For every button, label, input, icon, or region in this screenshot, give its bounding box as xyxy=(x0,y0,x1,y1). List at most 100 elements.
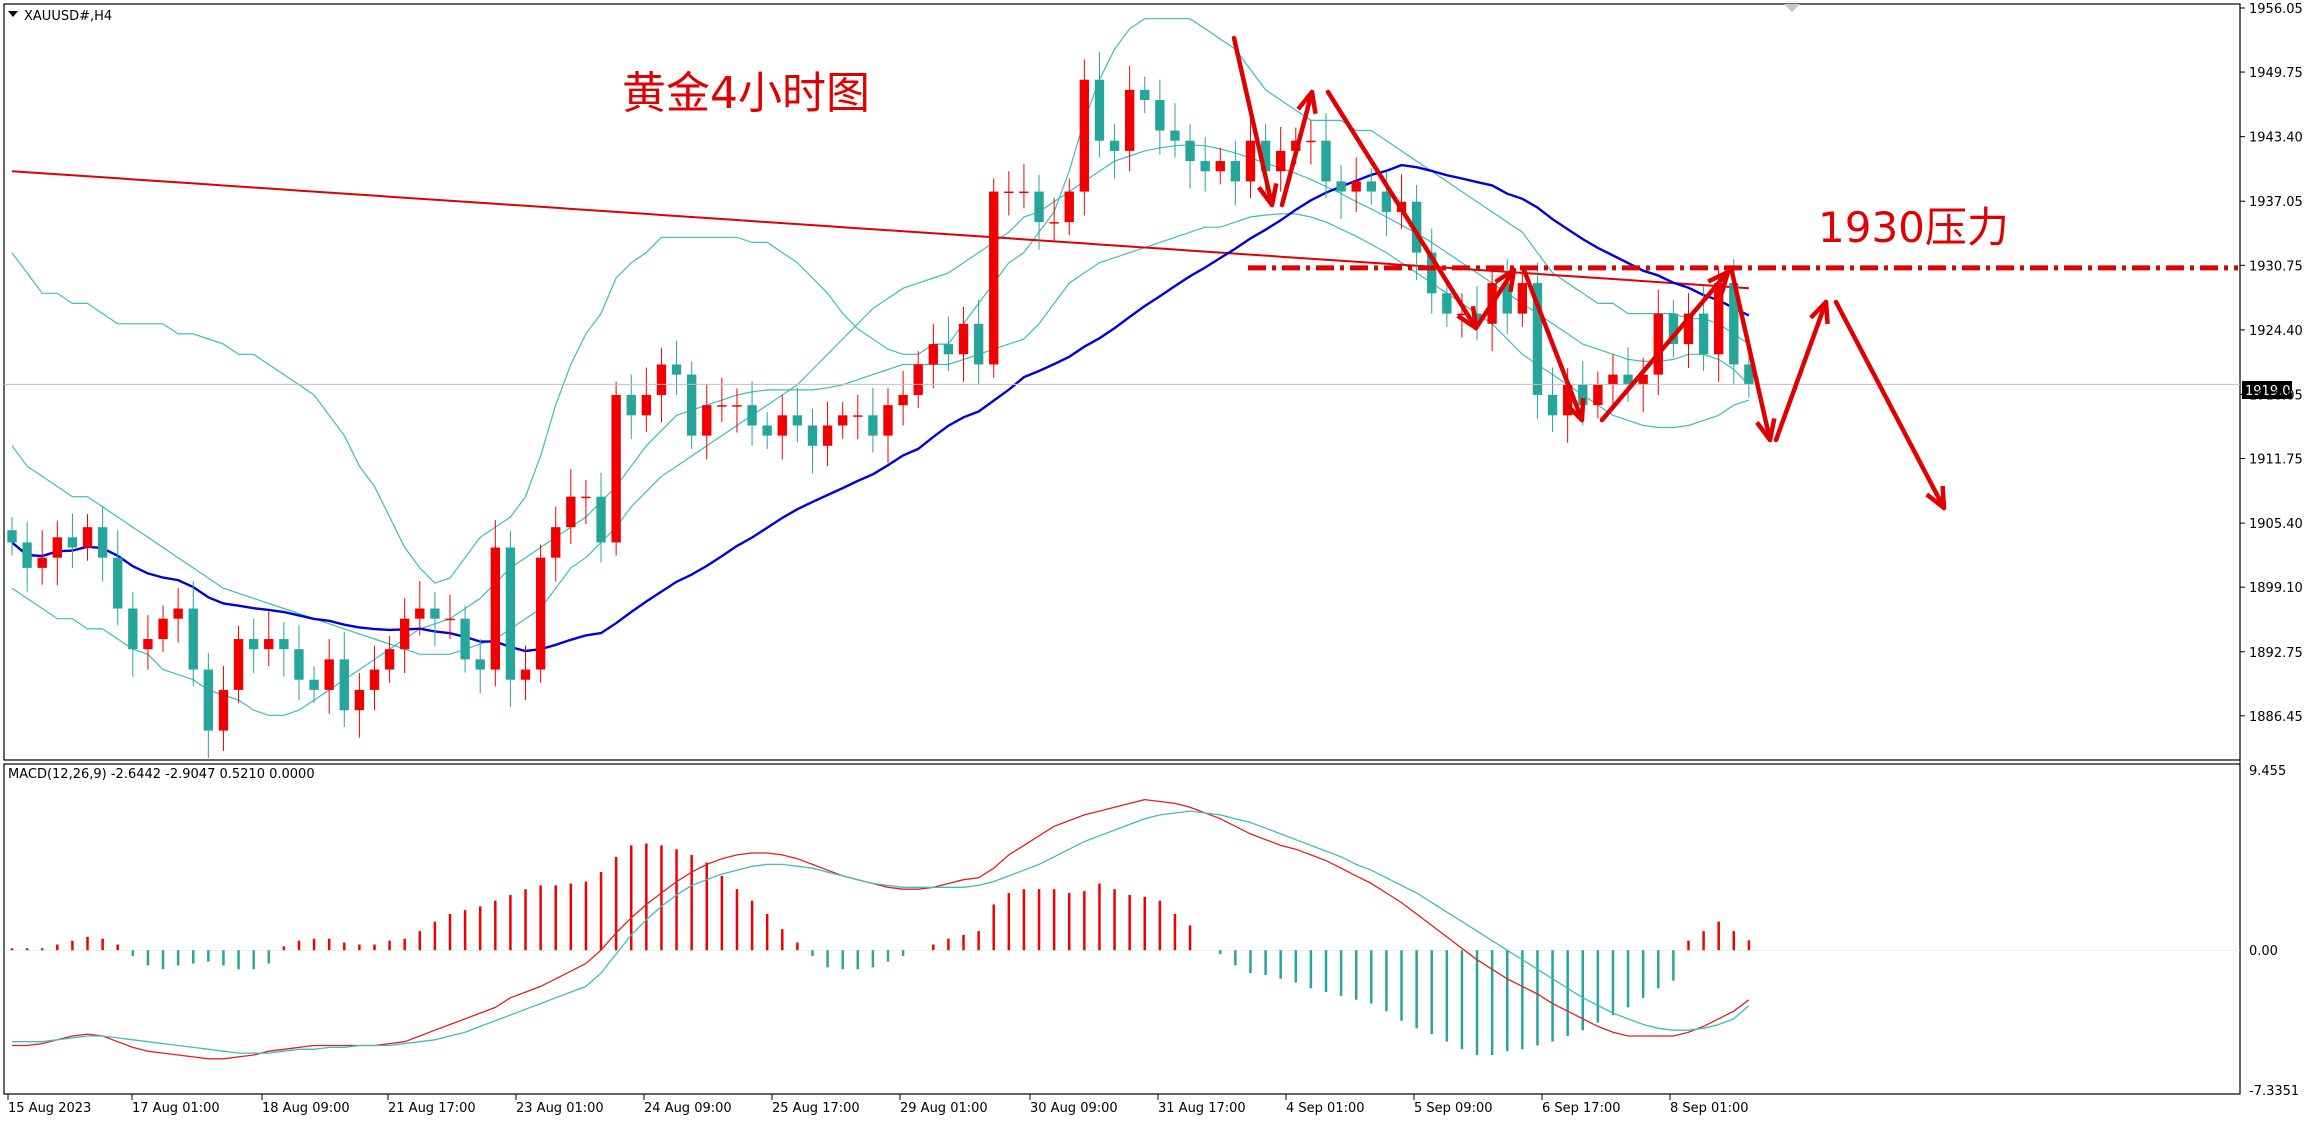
candle xyxy=(1094,52,1105,158)
candle xyxy=(309,666,319,704)
candle xyxy=(369,645,380,711)
time-tick-label: 6 Sep 17:00 xyxy=(1542,1101,1621,1116)
candle xyxy=(1049,198,1059,243)
annotation-arrowhead xyxy=(1494,267,1517,293)
candle-body xyxy=(1562,384,1573,416)
candle xyxy=(1215,147,1225,185)
candle-body xyxy=(989,191,999,365)
price-tick-label: 1924.40 xyxy=(2249,324,2303,339)
symbol-menu-triangle-icon[interactable] xyxy=(8,11,18,17)
annotation-arrow xyxy=(1325,89,1479,331)
annotation-arrow xyxy=(1279,89,1318,208)
candle-body xyxy=(505,547,516,680)
candle xyxy=(7,517,17,556)
candle xyxy=(1230,140,1241,206)
candle-body xyxy=(1381,191,1392,212)
candle-body xyxy=(1276,150,1286,172)
price-tick-label: 1937.05 xyxy=(2249,195,2303,210)
candle-body xyxy=(520,669,531,680)
candle xyxy=(1124,65,1135,172)
candle-body xyxy=(1427,252,1437,294)
candle-body xyxy=(1411,201,1422,253)
candle xyxy=(702,384,712,460)
candle-body xyxy=(1230,161,1241,182)
candle xyxy=(505,530,516,708)
candle xyxy=(1366,168,1376,205)
candle-body xyxy=(1049,222,1059,224)
candle-body xyxy=(1623,374,1633,385)
candle xyxy=(1472,286,1482,341)
candle-body xyxy=(218,689,229,731)
annotation-arrow xyxy=(1473,267,1517,331)
ma-long-line xyxy=(11,170,1749,290)
annotation-arrow-shaft xyxy=(1833,299,1947,511)
candle-body xyxy=(898,394,908,406)
candle xyxy=(430,591,440,647)
candle-body xyxy=(641,394,652,416)
candle-body xyxy=(686,374,697,436)
candle xyxy=(1427,228,1437,314)
candle-body xyxy=(1547,394,1558,416)
candle xyxy=(535,544,546,683)
candle-body xyxy=(1517,283,1528,314)
candle xyxy=(566,469,576,544)
candle xyxy=(973,299,984,385)
candle-body xyxy=(1729,283,1739,365)
candle xyxy=(1034,174,1044,250)
annotation-arrow xyxy=(1833,299,1947,511)
candle xyxy=(1276,126,1286,192)
price-tick-label: 1956.05 xyxy=(2249,2,2303,17)
candle-body xyxy=(551,527,561,558)
macd-tick-label: -7.3351 xyxy=(2249,1084,2299,1099)
candle-body xyxy=(1593,384,1603,406)
candle-body xyxy=(67,537,78,548)
candle-body xyxy=(52,537,62,558)
candle xyxy=(203,652,214,759)
candle-body xyxy=(671,364,682,375)
macd-tick-label: 0.00 xyxy=(2249,944,2278,959)
candle xyxy=(324,639,334,714)
candle xyxy=(1140,76,1150,114)
candle xyxy=(37,530,47,585)
candle-body xyxy=(460,618,470,660)
candle-body xyxy=(384,649,395,670)
candle xyxy=(641,367,652,433)
candle xyxy=(1064,178,1074,236)
candle-body xyxy=(475,659,485,670)
candle-body xyxy=(1457,313,1467,316)
candle-body xyxy=(1019,191,1029,194)
chart-scroll-marker-icon[interactable] xyxy=(1784,4,1800,12)
candle-body xyxy=(1744,364,1754,385)
candle xyxy=(656,347,667,423)
candle xyxy=(143,615,153,670)
candle-body xyxy=(1185,140,1195,162)
candle-body xyxy=(369,669,380,690)
candle xyxy=(1653,289,1663,395)
price-tick-label: 1899.10 xyxy=(2249,581,2303,596)
time-tick-label: 24 Aug 09:00 xyxy=(644,1101,732,1116)
candle xyxy=(67,513,78,568)
candle xyxy=(1200,137,1210,192)
candle-body xyxy=(264,639,274,650)
candle-body xyxy=(1200,161,1210,172)
candle xyxy=(279,622,289,677)
candle xyxy=(958,306,969,382)
candle-body xyxy=(22,542,32,568)
candle-body xyxy=(1714,283,1724,355)
candle-body xyxy=(248,639,259,650)
candle-body xyxy=(233,639,244,690)
main-panel-frame xyxy=(3,3,2241,761)
annotation-arrowhead xyxy=(1925,485,1947,511)
candle-body xyxy=(294,649,304,680)
candle-body xyxy=(702,405,712,436)
candle xyxy=(158,605,168,653)
candle xyxy=(400,598,410,674)
candle xyxy=(883,388,893,464)
candle-body xyxy=(838,415,848,426)
candle-body xyxy=(747,405,757,426)
candle-body xyxy=(611,394,621,543)
candle xyxy=(1019,164,1029,209)
candle-body xyxy=(1698,313,1709,355)
candle-body xyxy=(158,618,168,640)
annotation-arrow xyxy=(1729,269,1777,443)
